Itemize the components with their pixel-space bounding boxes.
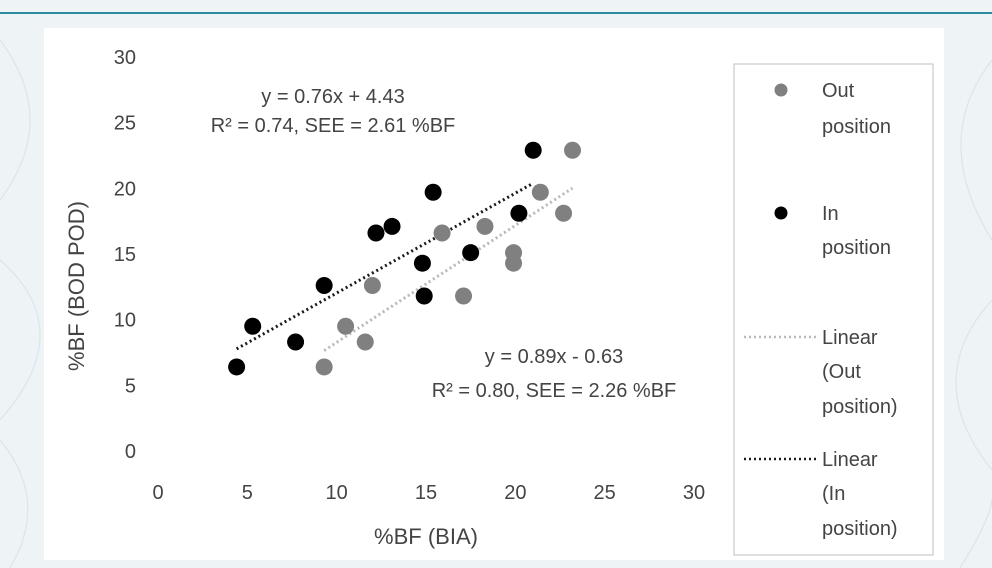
y-axis-title: %BF (BOD POD) (64, 201, 89, 371)
out-position-point (356, 333, 374, 351)
legend-out-label-line2: position (822, 116, 891, 138)
out-position-point (337, 317, 355, 335)
in-trend-equation: y = 0.76x + 4.43 (261, 86, 404, 108)
y-tick-label: 20 (114, 178, 136, 200)
in-position-point (315, 277, 333, 295)
y-tick-label: 15 (114, 244, 136, 266)
out-trend-stats: R² = 0.80, SEE = 2.26 %BF (432, 380, 677, 402)
y-tick-label: 10 (114, 310, 136, 332)
out-position-point (315, 358, 333, 376)
x-tick-label: 10 (326, 482, 348, 504)
in-position-point (462, 244, 480, 262)
legend: Out position In position Linear (Out pos… (733, 63, 934, 556)
in-position-point (244, 317, 262, 335)
x-tick-label: 25 (594, 482, 616, 504)
out-trend-equation: y = 0.89x - 0.63 (485, 346, 623, 368)
legend-linear-in-line3: position) (822, 518, 898, 540)
out-position-point (531, 183, 549, 201)
x-tick-label: 15 (415, 482, 437, 504)
legend-in-label-line2: position (822, 237, 891, 259)
legend-out-marker (774, 83, 788, 97)
legend-box (733, 63, 934, 556)
in-trend-line (235, 181, 534, 351)
legend-out-label-line1: Out (822, 80, 855, 102)
out-position-point (505, 244, 523, 262)
legend-linear-in-line2: (In (822, 483, 845, 505)
legend-linear-in-line1: Linear (822, 449, 878, 471)
in-position-point (287, 333, 305, 351)
out-position-point (564, 141, 582, 159)
data-points (228, 141, 582, 376)
x-axis-title: %BF (BIA) (374, 524, 478, 549)
legend-linear-out-line1: Linear (822, 327, 878, 349)
out-trend-line (323, 186, 574, 352)
x-tick-label: 0 (152, 482, 163, 504)
in-position-point (524, 141, 542, 159)
x-tick-label: 5 (242, 482, 253, 504)
y-tick-label: 5 (125, 375, 136, 397)
y-tick-label: 0 (125, 441, 136, 463)
in-position-point (415, 287, 433, 305)
x-tick-label: 20 (504, 482, 526, 504)
in-position-point (383, 217, 401, 235)
trend-lines (235, 181, 574, 352)
in-position-point (413, 254, 431, 272)
scatter-chart: %BF (BIA) %BF (BOD POD) y = 0.76x + 4.43… (64, 47, 934, 556)
in-position-point (424, 183, 442, 201)
out-position-point (363, 277, 381, 295)
y-tick-label: 30 (114, 47, 136, 69)
out-position-point (433, 224, 451, 242)
in-position-point (510, 204, 528, 222)
axis-ticks: 0 5 10 15 20 25 30 0 5 10 15 20 25 30 (114, 47, 705, 504)
in-position-point (367, 224, 385, 242)
legend-linear-out-line2: (Out (822, 361, 861, 383)
out-position-point (455, 287, 473, 305)
in-trend-stats: R² = 0.74, SEE = 2.61 %BF (211, 115, 456, 137)
legend-linear-out-line3: position) (822, 396, 898, 418)
chart-panel: %BF (BIA) %BF (BOD POD) y = 0.76x + 4.43… (44, 28, 944, 560)
out-position-point (555, 204, 573, 222)
legend-in-label-line1: In (822, 203, 839, 225)
x-tick-label: 30 (683, 482, 705, 504)
legend-in-marker (774, 206, 788, 220)
in-position-point (228, 358, 246, 376)
y-tick-label: 25 (114, 113, 136, 135)
out-position-point (476, 217, 494, 235)
top-accent-rule (0, 12, 992, 14)
